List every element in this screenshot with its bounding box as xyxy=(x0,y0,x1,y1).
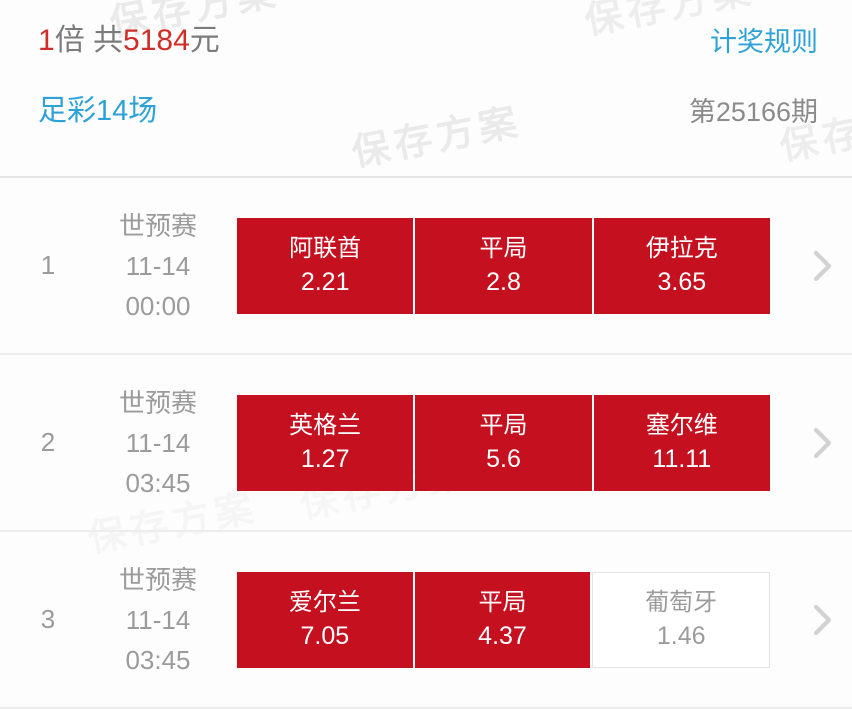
league-name: 世预赛 xyxy=(118,564,197,595)
bet-option-button[interactable]: 平局 5.6 xyxy=(415,394,592,491)
odds-value: 5.6 xyxy=(486,445,521,473)
bet-option-button[interactable]: 葡萄牙 1.46 xyxy=(592,571,771,668)
odds-value: 11.11 xyxy=(652,445,712,473)
team-name: 塞尔维 xyxy=(645,412,718,439)
bet-option-button[interactable]: 伊拉克 3.65 xyxy=(593,217,770,314)
divider xyxy=(0,176,852,178)
top-bar: 1倍 共5184元 计奖规则 xyxy=(0,0,852,58)
chevron-right-glyph xyxy=(813,250,831,281)
odds-value: 4.37 xyxy=(478,622,527,650)
bet-option-button[interactable]: 英格兰 1.27 xyxy=(237,394,414,491)
match-number: 3 xyxy=(40,604,56,634)
team-name: 平局 xyxy=(478,589,527,616)
bet-option-button[interactable]: 阿联酋 2.21 xyxy=(237,217,414,314)
match-info: 世预赛 11-14 03:45 xyxy=(98,383,218,503)
bet-option-button[interactable]: 平局 4.37 xyxy=(414,571,591,668)
odds-value: 1.27 xyxy=(300,445,350,473)
match-time: 00:00 xyxy=(125,290,191,321)
match-info: 世预赛 11-14 03:45 xyxy=(98,560,218,680)
match-date: 11-14 xyxy=(125,604,191,635)
match-info: 世预赛 11-14 00:00 xyxy=(98,206,218,326)
match-list: 1 世预赛 11-14 00:00 阿联酋 2.21 平局 2.8 伊拉克 3.65 2 … xyxy=(0,178,852,709)
total-unit: 元 xyxy=(189,24,220,57)
match-time: 03:45 xyxy=(125,467,191,498)
bet-option-button[interactable]: 爱尔兰 7.05 xyxy=(237,571,413,668)
team-name: 阿联酋 xyxy=(289,235,362,262)
team-name: 平局 xyxy=(479,235,528,262)
match-date: 11-14 xyxy=(125,427,191,458)
chevron-right-glyph xyxy=(813,604,831,635)
bet-option-button[interactable]: 塞尔维 11.11 xyxy=(593,394,770,491)
match-row: 3 世预赛 11-14 03:45 爱尔兰 7.05 平局 4.37 葡萄牙 1.46 xyxy=(0,532,852,709)
league-name: 世预赛 xyxy=(118,210,197,241)
team-name: 平局 xyxy=(479,412,528,439)
chevron-right-icon[interactable] xyxy=(810,426,834,460)
bet-option-button[interactable]: 平局 2.8 xyxy=(415,217,592,314)
multiplier-unit: 倍 xyxy=(54,24,85,57)
odds-value: 1.46 xyxy=(656,622,706,650)
sub-bar: 足彩14场 第25166期 xyxy=(0,94,852,128)
game-type-link[interactable]: 足彩14场 xyxy=(38,95,158,127)
bet-options: 爱尔兰 7.05 平局 4.37 葡萄牙 1.46 xyxy=(237,571,771,668)
chevron-right-glyph xyxy=(813,427,831,458)
team-name: 爱尔兰 xyxy=(288,589,361,616)
multiplier-value: 1 xyxy=(38,24,55,57)
league-name: 世预赛 xyxy=(118,387,197,418)
match-row: 1 世预赛 11-14 00:00 阿联酋 2.21 平局 2.8 伊拉克 3.65 xyxy=(0,178,852,355)
odds-value: 7.05 xyxy=(300,622,350,650)
match-number: 2 xyxy=(40,427,56,457)
total-prefix: 共 xyxy=(84,24,124,57)
match-time: 03:45 xyxy=(125,644,191,675)
team-name: 葡萄牙 xyxy=(645,589,718,616)
chevron-right-icon[interactable] xyxy=(810,603,834,637)
total-amount: 5184 xyxy=(123,24,190,57)
match-date: 11-14 xyxy=(125,250,191,281)
bet-options: 阿联酋 2.21 平局 2.8 伊拉克 3.65 xyxy=(237,217,770,314)
odds-value: 2.8 xyxy=(486,268,521,296)
issue-number: 第25166期 xyxy=(688,97,818,127)
match-row: 2 世预赛 11-14 03:45 英格兰 1.27 平局 5.6 塞尔维 11.11 xyxy=(0,355,852,532)
team-name: 伊拉克 xyxy=(645,235,718,262)
match-number: 1 xyxy=(40,250,56,280)
stake-summary: 1倍 共5184元 xyxy=(38,24,220,58)
chevron-right-icon[interactable] xyxy=(810,249,834,283)
odds-value: 3.65 xyxy=(657,268,707,296)
prize-rules-link[interactable]: 计奖规则 xyxy=(710,27,818,57)
odds-value: 2.21 xyxy=(300,268,350,296)
team-name: 英格兰 xyxy=(289,412,362,439)
bet-options: 英格兰 1.27 平局 5.6 塞尔维 11.11 xyxy=(237,394,770,491)
